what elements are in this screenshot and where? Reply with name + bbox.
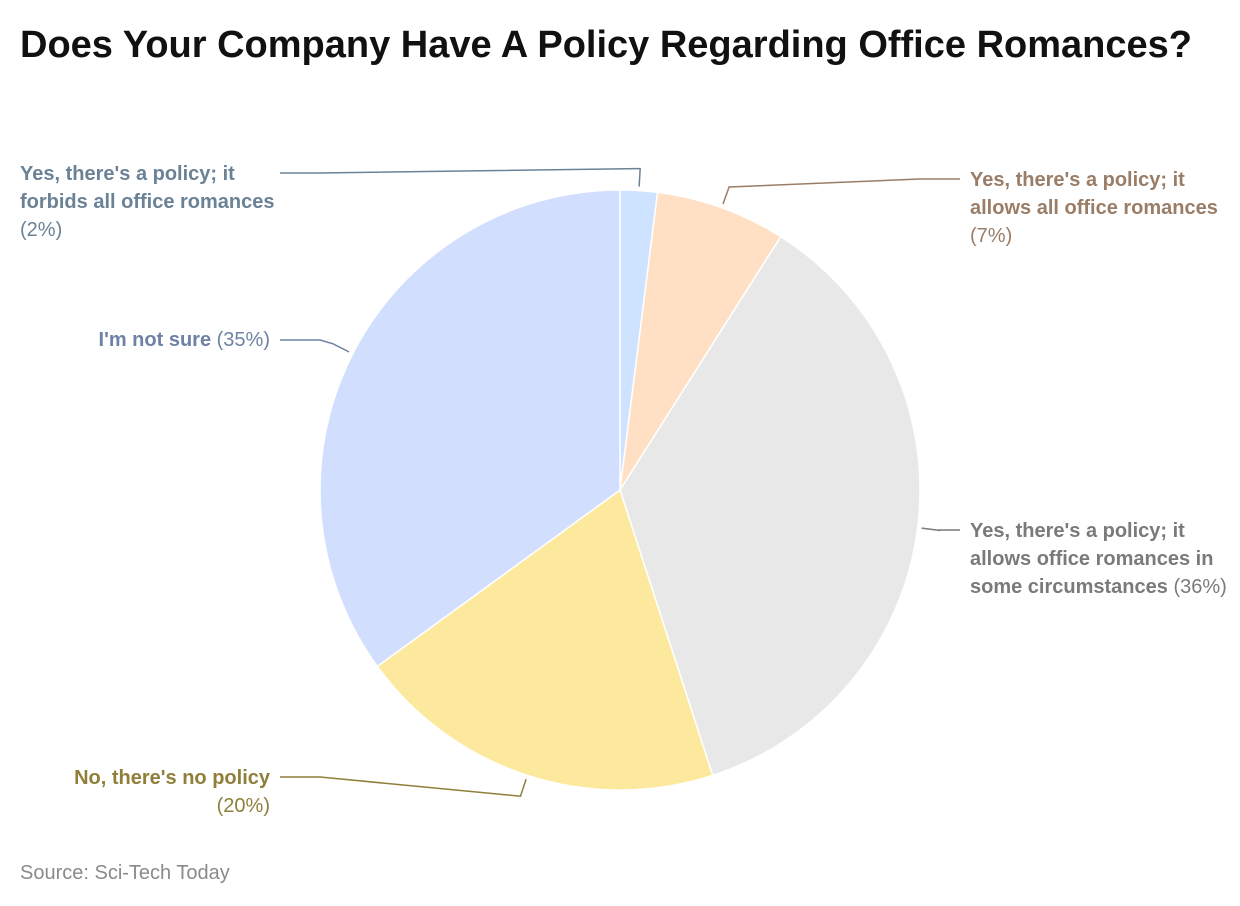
source-note: Source: Sci-Tech Today [20, 862, 230, 884]
slice-no-policy [376, 488, 714, 791]
slice-label-forbids-all: Yes, there's a policy; it forbids all of… [20, 163, 275, 241]
slice-some-circumstances [619, 235, 921, 777]
leader-line-some-circumstances [921, 527, 960, 532]
slice-label-no-policy: No, there's no policy (20%) [74, 767, 270, 817]
leader-line-forbids-all [280, 167, 641, 187]
leader-line-allows-all [722, 178, 960, 205]
leader-line-no-policy [280, 776, 527, 798]
slice-allows-all [619, 191, 782, 491]
chart-title: Does Your Company Have A Policy Regardin… [20, 24, 1192, 66]
slice-not-sure [319, 189, 621, 668]
slice-label-not-sure: I'm not sure (35%) [98, 329, 270, 351]
slice-label-some-circumstances: Yes, there's a policy; it allows office … [970, 520, 1227, 598]
leader-line-not-sure [280, 339, 350, 353]
pie-slices [319, 189, 921, 791]
leader-lines [280, 167, 960, 798]
slice-label-allows-all: Yes, there's a policy; it allows all off… [970, 169, 1218, 247]
